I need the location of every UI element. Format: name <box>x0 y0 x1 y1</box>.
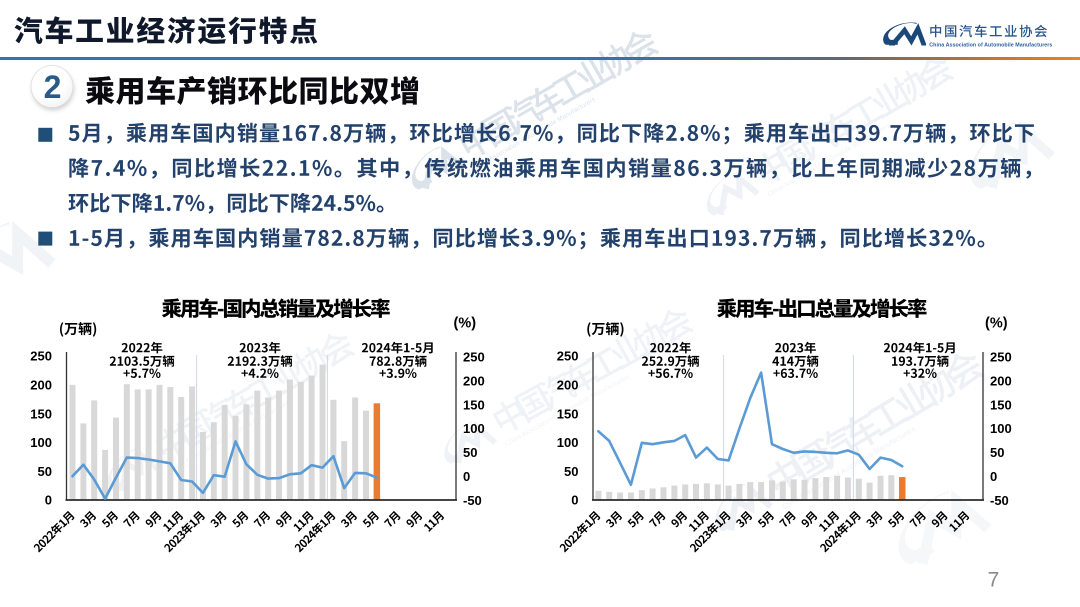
svg-text:200: 200 <box>557 378 579 393</box>
svg-text:(%): (%) <box>454 316 477 332</box>
svg-text:250: 250 <box>990 350 1012 365</box>
svg-text:0: 0 <box>45 493 52 508</box>
svg-text:150: 150 <box>990 397 1012 412</box>
svg-text:0: 0 <box>463 469 470 484</box>
svg-text:0: 0 <box>571 493 578 508</box>
svg-text:250: 250 <box>30 349 52 364</box>
svg-text:-50: -50 <box>463 493 482 508</box>
svg-text:100: 100 <box>30 435 52 450</box>
svg-text:-50: -50 <box>990 493 1009 508</box>
svg-text:250: 250 <box>463 350 485 365</box>
svg-text:50: 50 <box>463 445 477 460</box>
svg-text:200: 200 <box>30 378 52 393</box>
svg-text:China Association of Automobil: China Association of Automobile Manufact… <box>929 42 1052 48</box>
svg-text:50: 50 <box>38 464 52 479</box>
svg-text:100: 100 <box>463 421 485 436</box>
svg-text:200: 200 <box>463 373 485 388</box>
svg-text:150: 150 <box>557 406 579 421</box>
svg-text:100: 100 <box>557 435 579 450</box>
svg-text:100: 100 <box>990 421 1012 436</box>
svg-text:7: 7 <box>988 569 1000 592</box>
svg-text:200: 200 <box>990 373 1012 388</box>
svg-text:250: 250 <box>557 349 579 364</box>
svg-text:150: 150 <box>30 406 52 421</box>
svg-text:(%): (%) <box>985 316 1008 332</box>
svg-text:2: 2 <box>44 69 62 105</box>
svg-text:50: 50 <box>990 445 1004 460</box>
svg-text:0: 0 <box>990 469 997 484</box>
svg-text:50: 50 <box>564 464 578 479</box>
svg-text:150: 150 <box>463 397 485 412</box>
